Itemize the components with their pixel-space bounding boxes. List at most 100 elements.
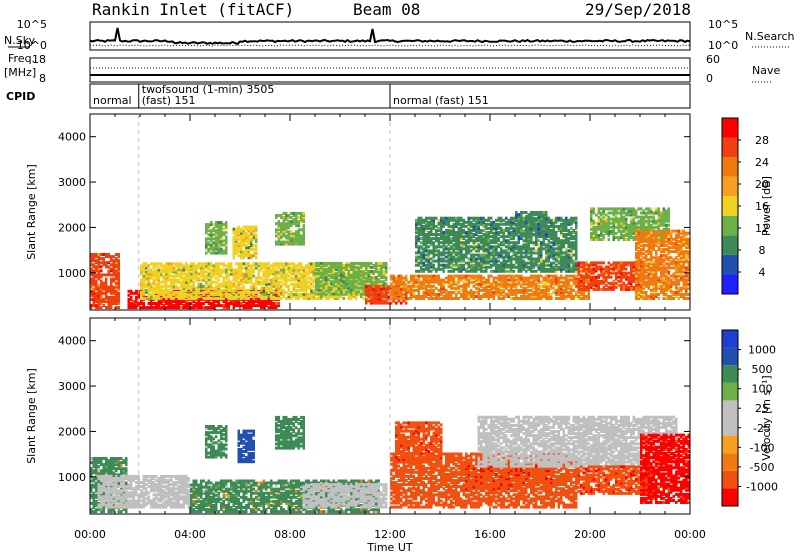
scatter-cell — [295, 297, 298, 300]
scatter-cell — [215, 235, 218, 239]
scatter-cell — [232, 254, 235, 258]
scatter-cell — [520, 288, 523, 292]
scatter-cell — [337, 270, 340, 273]
scatter-cell — [462, 290, 465, 294]
scatter-cell — [560, 241, 563, 245]
scatter-cell — [412, 280, 415, 284]
scatter-cell — [175, 292, 178, 296]
scatter-cell — [210, 282, 213, 286]
scatter-cell — [420, 245, 423, 249]
scatter-cell — [140, 292, 143, 296]
scatter-cell — [547, 284, 550, 288]
scatter-cell — [415, 224, 418, 228]
scatter-cell — [572, 216, 575, 220]
scatter-cell — [515, 292, 518, 296]
scatter-cell — [427, 255, 430, 259]
scatter-cell — [552, 247, 555, 251]
scatter-cell — [415, 237, 418, 241]
scatter-cell — [335, 297, 338, 300]
scatter-cell — [455, 235, 458, 239]
scatter-cell — [182, 272, 185, 276]
scatter-cell — [325, 268, 328, 271]
scatter-cell — [147, 306, 150, 310]
scatter-cell — [575, 265, 578, 269]
scatter-cell — [262, 266, 265, 270]
scatter-cell — [550, 274, 553, 278]
scatter-cell — [382, 291, 385, 295]
scatter-cell — [235, 270, 238, 274]
scatter-cell — [435, 295, 438, 298]
scatter-cell — [270, 306, 273, 310]
scatter-cell — [557, 241, 560, 245]
scatter-cell — [260, 290, 263, 294]
scatter-cell — [137, 304, 140, 308]
scatter-cell — [340, 280, 343, 284]
scatter-cell — [155, 278, 158, 282]
scatter-cell — [467, 282, 470, 286]
scatter-cell — [312, 288, 315, 292]
scatter-cell — [570, 284, 573, 288]
scatter-cell — [235, 302, 238, 305]
scatter-cell — [285, 228, 288, 232]
scatter-cell — [562, 245, 565, 249]
scatter-cell — [282, 264, 285, 268]
scatter-cell — [552, 290, 555, 294]
scatter-cell — [165, 288, 168, 292]
scatter-cell — [452, 263, 455, 267]
scatter-cell — [470, 257, 473, 261]
scatter-cell — [225, 282, 228, 286]
scatter-cell — [530, 282, 533, 286]
scatter-cell — [330, 288, 333, 292]
scatter-cell — [150, 276, 153, 280]
scatter-cell — [492, 295, 495, 298]
scatter-cell — [520, 267, 523, 271]
scatter-cell — [475, 245, 478, 249]
scatter-cell — [227, 304, 230, 308]
scatter-cell — [255, 297, 258, 301]
scatter-cell — [105, 273, 108, 277]
scatter-cell — [237, 229, 240, 233]
scatter-cell — [292, 240, 295, 244]
scatter-cell — [480, 276, 483, 280]
scatter-cell — [492, 226, 495, 230]
scatter-cell — [565, 282, 568, 286]
scatter-cell — [105, 263, 108, 267]
scatter-cell — [380, 270, 383, 273]
scatter-cell — [252, 270, 255, 274]
scatter-cell — [247, 254, 250, 258]
scatter-cell — [440, 284, 443, 288]
scatter-cell — [100, 283, 103, 287]
scatter-cell — [100, 265, 103, 269]
scatter-cell — [272, 280, 275, 284]
scatter-cell — [247, 302, 250, 305]
scatter-cell — [217, 274, 220, 278]
scatter-cell — [420, 241, 423, 245]
scatter-cell — [227, 286, 230, 290]
scatter-cell — [187, 302, 190, 305]
scatter-cell — [250, 297, 253, 301]
scatter-cell — [105, 277, 108, 281]
scatter-cell — [417, 239, 420, 243]
scatter-cell — [552, 261, 555, 265]
scatter-cell — [307, 268, 310, 272]
scatter-cell — [92, 281, 95, 285]
scatter-cell — [487, 216, 490, 220]
scatter-cell — [140, 290, 143, 294]
scatter-cell — [330, 263, 333, 267]
scatter-cell — [160, 284, 163, 288]
scatter-cell — [127, 293, 130, 297]
scatter-cell — [427, 274, 430, 278]
scatter-cell — [427, 226, 430, 230]
scatter-cell — [430, 265, 433, 269]
scatter-cell — [420, 286, 423, 290]
scatter-cell — [257, 274, 260, 278]
scatter-cell — [152, 295, 155, 298]
scatter-cell — [102, 285, 105, 289]
scatter-cell — [272, 262, 275, 266]
scatter-cell — [277, 242, 280, 246]
scatter-cell — [252, 274, 255, 278]
scatter-cell — [127, 300, 130, 303]
scatter-cell — [485, 255, 488, 259]
scatter-cell — [297, 228, 300, 232]
